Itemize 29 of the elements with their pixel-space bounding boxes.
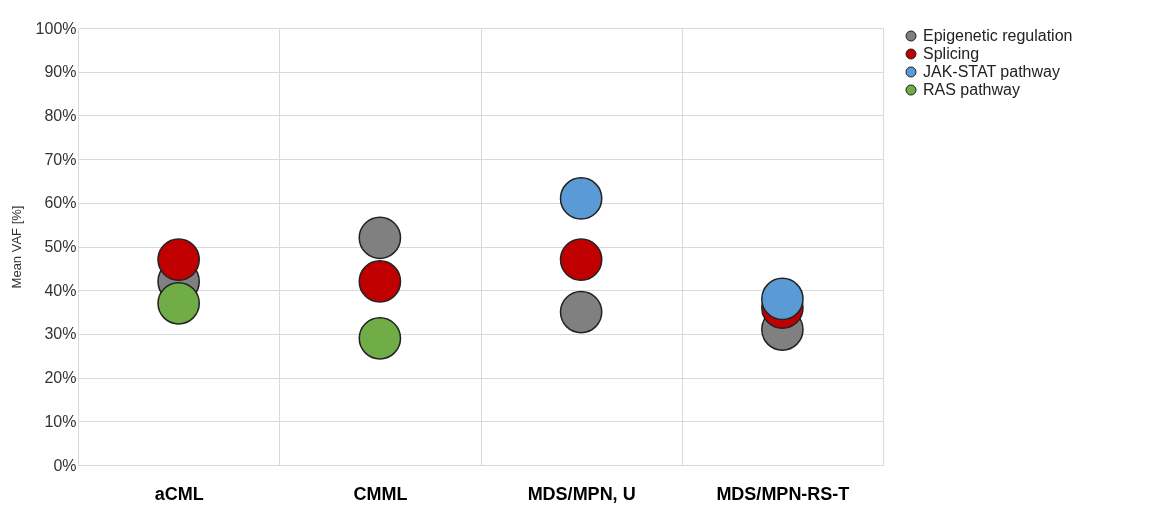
y-tick-label: 40% <box>44 281 77 299</box>
y-tick-label: 90% <box>44 63 77 81</box>
point <box>761 277 804 321</box>
point <box>157 281 200 325</box>
point <box>358 216 402 260</box>
point <box>559 290 603 334</box>
y-tick-label: 20% <box>44 369 77 387</box>
y-axis-title: Mean VAF [%] <box>8 205 24 289</box>
y-tick-label: 10% <box>44 412 77 430</box>
y-tick-label: 70% <box>44 150 77 168</box>
point <box>559 177 603 220</box>
point <box>358 316 402 360</box>
x-tick-label: aCML <box>154 483 204 504</box>
y-tick-label: 60% <box>44 194 77 212</box>
x-tick-label: MDS/MPN, U <box>527 483 636 504</box>
point <box>157 238 200 281</box>
point <box>358 260 402 303</box>
x-tick-label: MDS/MPN-RS-T <box>716 483 850 504</box>
y-tick-label: 80% <box>44 106 77 124</box>
y-tick-label: 0% <box>53 456 77 474</box>
point <box>559 238 603 281</box>
legend-label: Epigenetic regulation <box>923 27 1073 44</box>
x-tick-label: CMML <box>353 483 408 504</box>
legend-label: RAS pathway <box>923 81 1020 98</box>
legend-label: JAK-STAT pathway <box>923 63 1060 80</box>
y-tick-label: 100% <box>35 19 77 37</box>
y-tick-label: 50% <box>44 238 77 255</box>
y-tick-label: 30% <box>44 325 77 343</box>
legend-label: Splicing <box>923 45 980 62</box>
